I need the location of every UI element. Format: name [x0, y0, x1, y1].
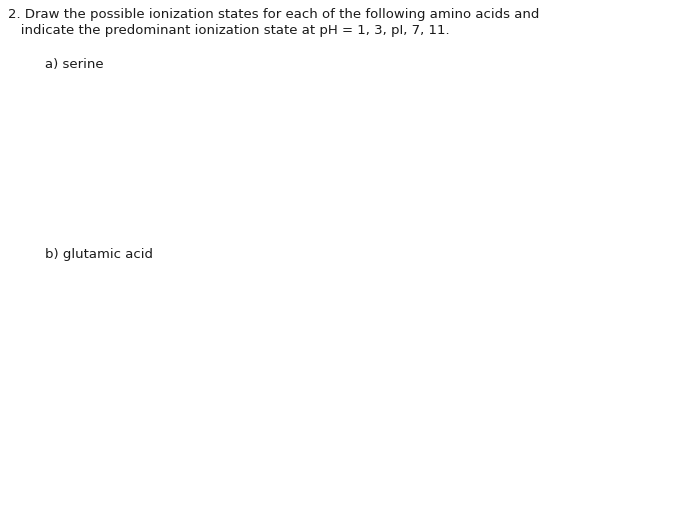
Text: 2. Draw the possible ionization states for each of the following amino acids and: 2. Draw the possible ionization states f…: [8, 8, 540, 21]
Text: indicate the predominant ionization state at pH = 1, 3, pI, 7, 11.: indicate the predominant ionization stat…: [8, 24, 449, 37]
Text: a) serine: a) serine: [45, 58, 104, 71]
Text: b) glutamic acid: b) glutamic acid: [45, 248, 153, 261]
